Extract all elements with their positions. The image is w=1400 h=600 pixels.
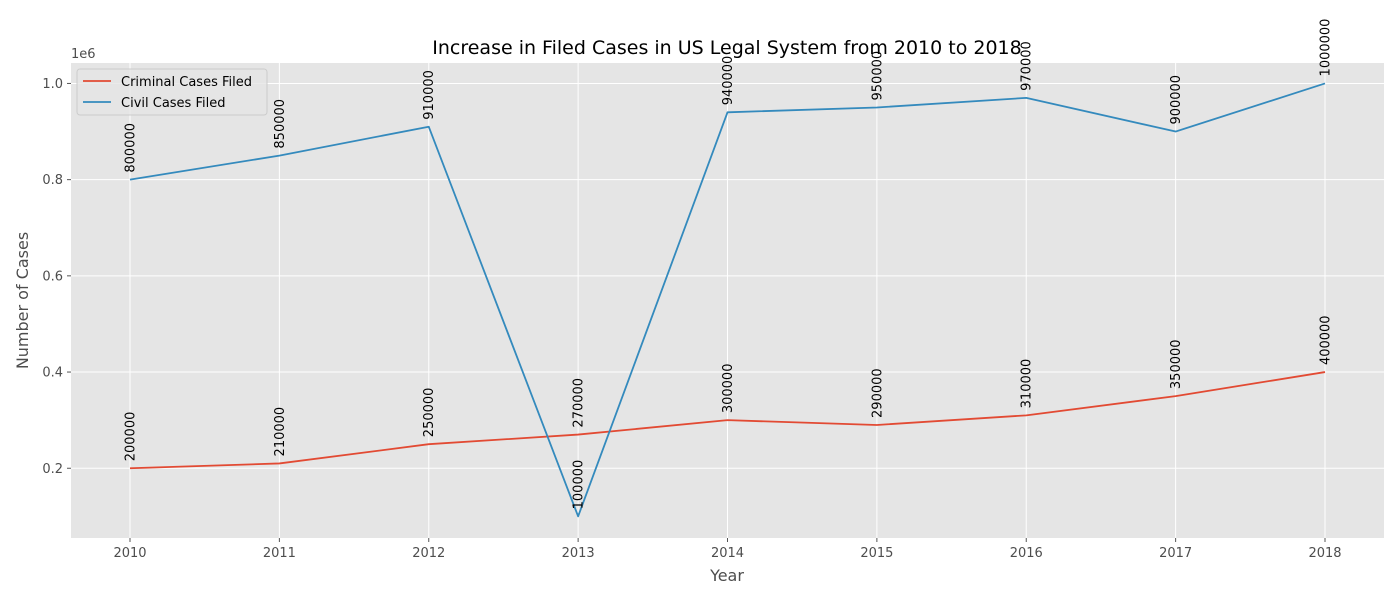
data-label: 800000 xyxy=(124,123,139,173)
data-label: 940000 xyxy=(721,56,736,106)
legend-label-criminal: Criminal Cases Filed xyxy=(121,75,252,90)
x-tick-label: 2015 xyxy=(860,546,893,561)
data-label: 900000 xyxy=(1169,75,1184,125)
y-axis-offset-label: 1e6 xyxy=(71,47,96,62)
data-label: 970000 xyxy=(1020,41,1035,91)
grid-lines xyxy=(71,63,1384,538)
data-label: 250000 xyxy=(422,388,437,438)
data-label: 910000 xyxy=(422,70,437,120)
x-tick-label: 2017 xyxy=(1159,546,1192,561)
x-tick-label: 2016 xyxy=(1010,546,1043,561)
data-labels: 200000 210000 250000 270000 300000 290000 3100… xyxy=(124,19,1334,510)
data-label: 200000 xyxy=(124,412,139,462)
y-tick-label: 1.0 xyxy=(42,77,63,92)
x-tick-label: 2014 xyxy=(711,546,744,561)
y-tick-label: 0.8 xyxy=(42,173,63,188)
x-axis-title: Year xyxy=(709,566,744,585)
x-tick-label: 2011 xyxy=(263,546,296,561)
data-label: 290000 xyxy=(870,368,885,418)
data-label: 850000 xyxy=(273,99,288,149)
y-tick-label: 0.4 xyxy=(42,366,63,381)
legend-box xyxy=(76,68,268,116)
axis-ticks: 2010 2011 2012 2013 2014 2015 2016 2017 2018 0.2 0… xyxy=(42,77,1341,561)
data-label: 350000 xyxy=(1169,339,1184,389)
x-tick-label: 2018 xyxy=(1308,546,1341,561)
series-lines xyxy=(129,82,1326,518)
data-label: 100000 xyxy=(572,460,587,510)
data-label: 210000 xyxy=(273,407,288,457)
legend-label-civil: Civil Cases Filed xyxy=(121,96,225,111)
y-tick-label: 0.2 xyxy=(42,462,63,477)
data-label: 310000 xyxy=(1020,359,1035,409)
x-tick-label: 2013 xyxy=(562,546,595,561)
y-tick-label: 0.6 xyxy=(42,269,63,284)
chart-title: Increase in Filed Cases in US Legal Syst… xyxy=(432,37,1021,59)
x-tick-label: 2012 xyxy=(412,546,445,561)
data-label: 400000 xyxy=(1319,315,1334,365)
legend: Criminal Cases Filed Civil Cases Filed xyxy=(76,68,268,116)
data-label: 1000000 xyxy=(1319,19,1334,77)
data-label: 950000 xyxy=(870,51,885,101)
data-label: 300000 xyxy=(721,364,736,414)
data-label: 270000 xyxy=(572,378,587,428)
x-tick-label: 2010 xyxy=(113,546,146,561)
y-axis-title: Number of Cases xyxy=(13,232,32,369)
